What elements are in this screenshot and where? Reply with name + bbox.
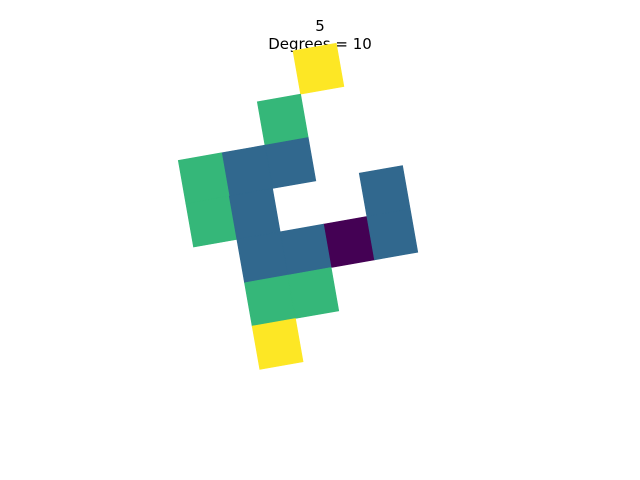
grid-cell: [185, 195, 238, 248]
grid-cell: [256, 93, 309, 146]
grid-cell: [279, 223, 332, 276]
grid-cell: [287, 267, 340, 319]
grid-cell: [228, 188, 281, 240]
title-degrees: Degrees = 10: [268, 35, 372, 53]
grid-cell: [264, 137, 317, 189]
grid-cell: [221, 144, 273, 197]
grid-cell: [244, 274, 296, 327]
grid-cell: [292, 42, 345, 95]
title-index: 5: [315, 17, 325, 35]
grid-cell: [177, 152, 230, 205]
grid-cell: [236, 231, 289, 284]
grid-cell: [366, 208, 419, 261]
grid-cell: [323, 216, 375, 268]
grid-cell: [251, 318, 304, 370]
grid-cell: [358, 165, 411, 217]
